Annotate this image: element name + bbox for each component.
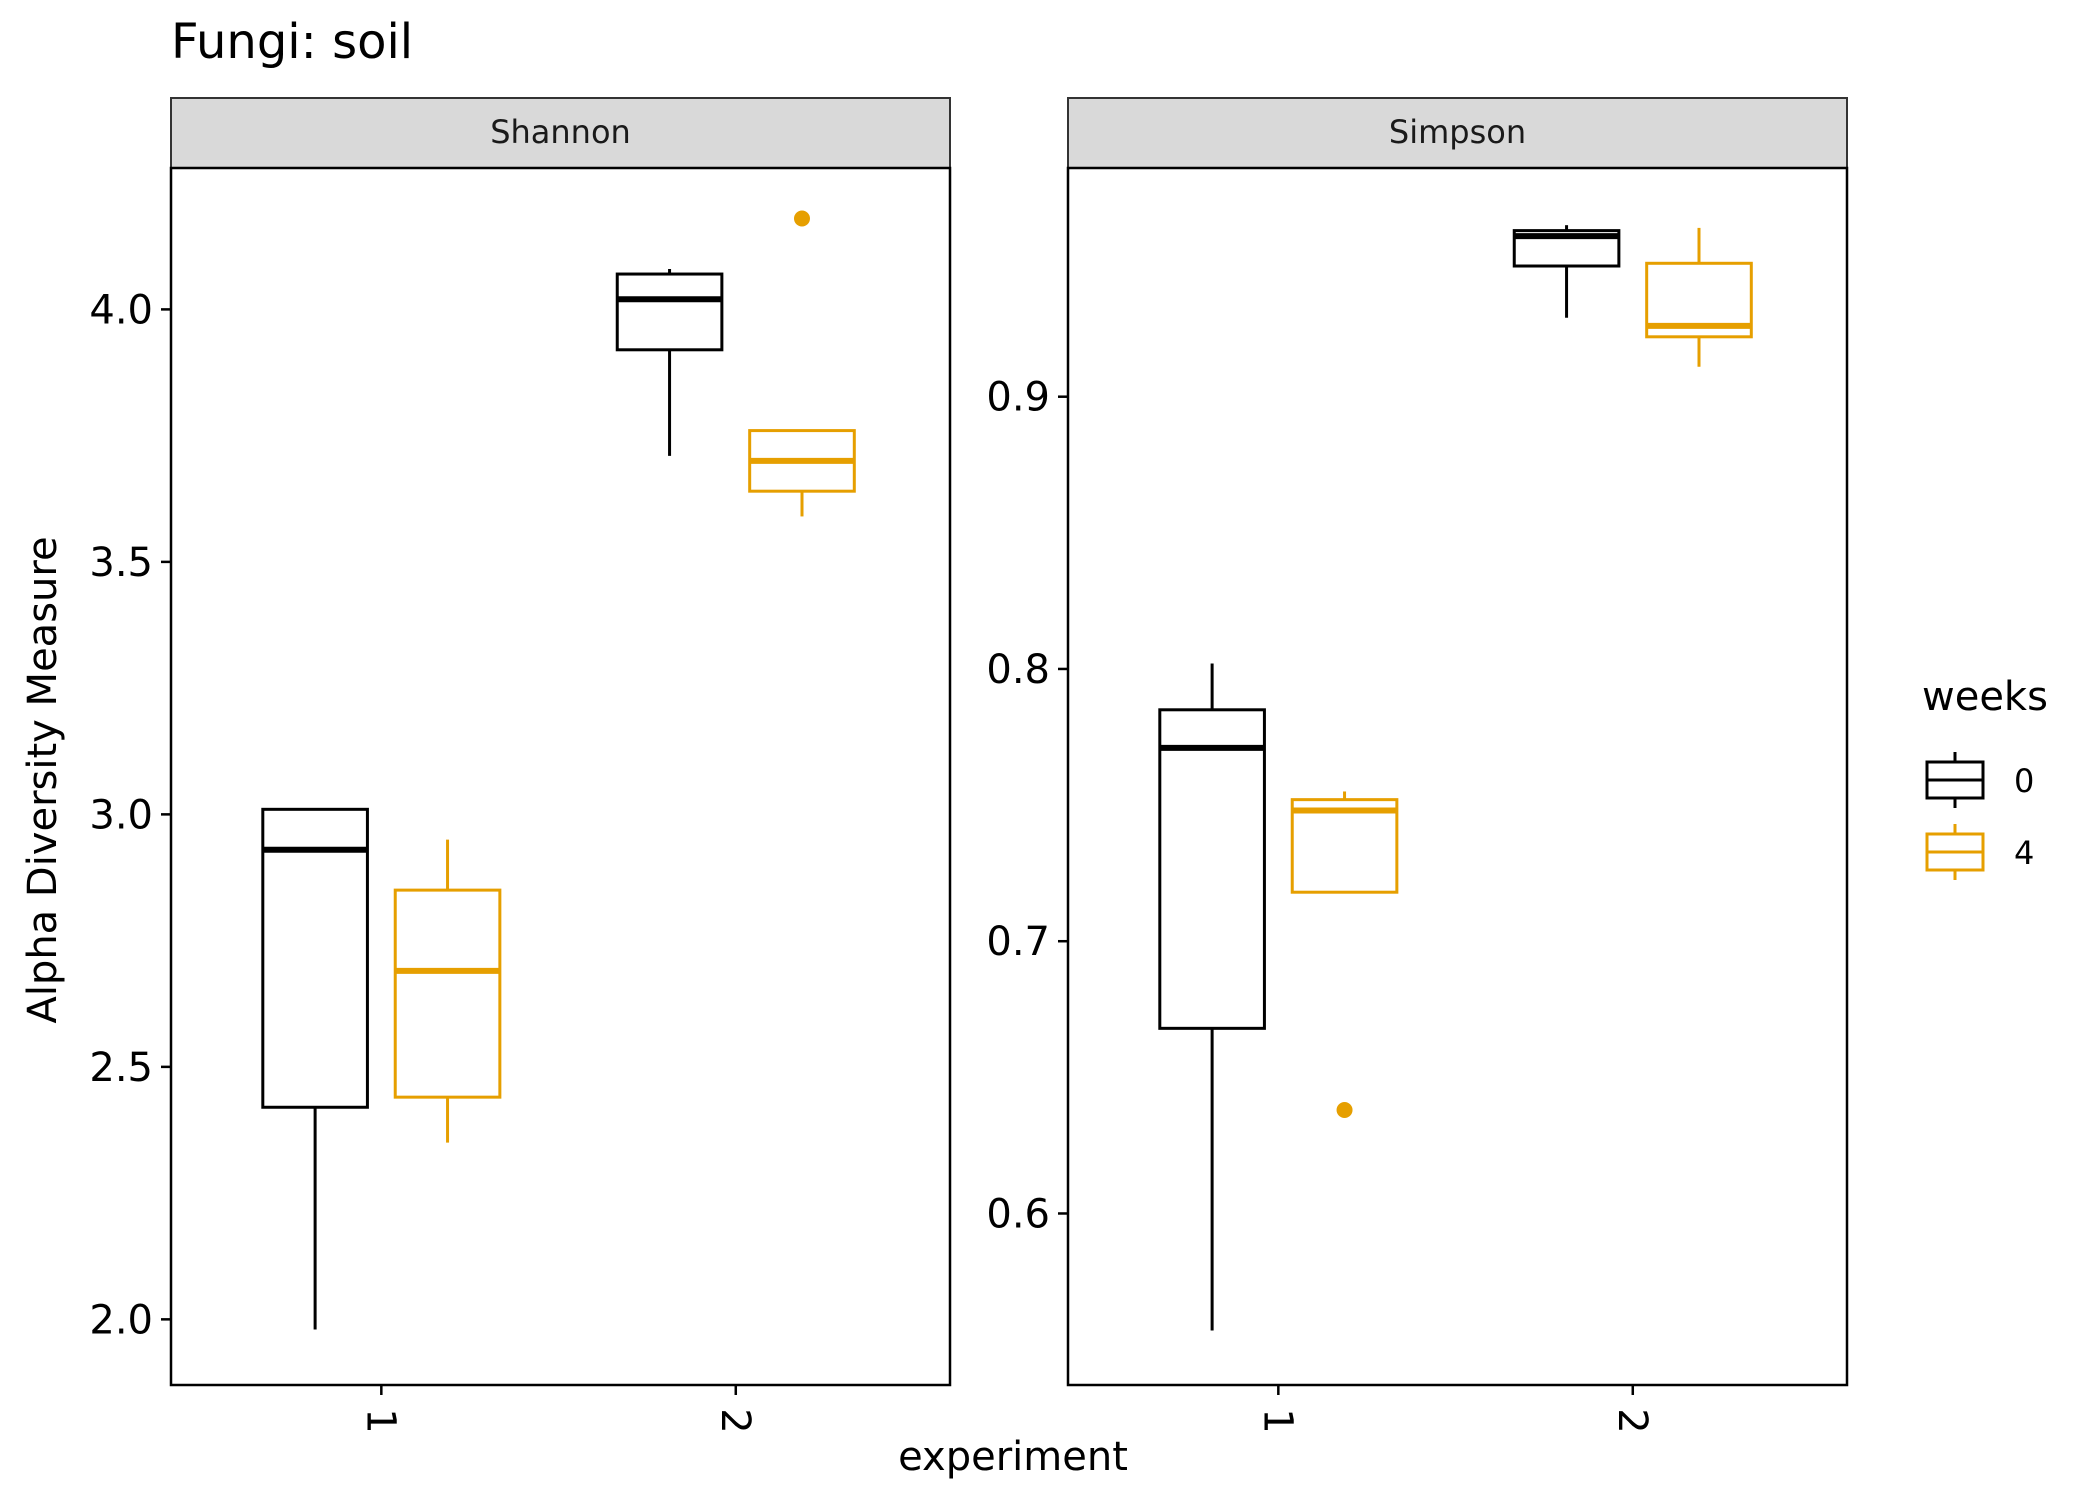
- boxplot-exp1-weeks0: [261, 807, 369, 1330]
- legend-entry-label: 4: [2014, 834, 2034, 872]
- facets-layer: Shannon 2.0 2.5 3.0 3.5 4.0 1 2 Simpson 0.6 0.7 0.8…: [89, 97, 1849, 1434]
- y-axis-label: Alpha Diversity Measure: [20, 536, 66, 1023]
- box-iqr: [261, 807, 369, 1109]
- boxplot-exp2-weeks0: [615, 268, 724, 456]
- facet-strip-label: Simpson: [1389, 113, 1526, 151]
- y-tick-label: 3.5: [89, 540, 153, 586]
- x-tick-label: 2: [712, 1408, 758, 1433]
- y-tick-label: 0.6: [986, 1191, 1050, 1237]
- y-tick-label: 0.9: [986, 375, 1050, 421]
- x-tick-label: 1: [1254, 1408, 1300, 1433]
- x-axis-label: experiment: [898, 1434, 1128, 1480]
- legend-entry-weeks-0: 0: [1925, 752, 2034, 808]
- x-tick-label: 2: [1609, 1408, 1655, 1433]
- outlier-point: [793, 210, 810, 227]
- facet-panel-simpson: Simpson 0.6 0.7 0.8 0.9 1 2: [986, 97, 1849, 1434]
- legend-title: weeks: [1922, 674, 2048, 720]
- facet-strip: [170, 97, 951, 169]
- box-iqr: [615, 272, 724, 352]
- facet-strip-label: Shannon: [490, 113, 631, 151]
- y-tick-label: 2.0: [89, 1297, 153, 1343]
- facet-panel-shannon: Shannon 2.0 2.5 3.0 3.5 4.0 1 2: [89, 97, 952, 1434]
- boxplot-exp1-weeks4: [393, 839, 502, 1143]
- panel-border: [1066, 166, 1849, 1387]
- y-tick-label: 4.0: [89, 287, 153, 333]
- boxplot-exp2-weeks4: [1645, 227, 1753, 367]
- legend-entry-weeks-4: 4: [1925, 824, 2034, 880]
- panel-border: [169, 166, 952, 1387]
- y-tick-label: 2.5: [89, 1045, 153, 1091]
- y-tick-label: 0.8: [986, 647, 1050, 693]
- boxplot-exp1-weeks0: [1158, 663, 1266, 1331]
- legend: weeks 0 4: [1922, 674, 2048, 880]
- boxplot-exp2-weeks4: [748, 210, 856, 517]
- boxplot-exp2-weeks0: [1512, 225, 1621, 318]
- outlier-point: [1336, 1102, 1353, 1119]
- legend-entry-label: 0: [2014, 762, 2034, 800]
- box-iqr: [1158, 708, 1266, 1030]
- y-tick-label: 0.7: [986, 919, 1050, 965]
- x-tick-label: 1: [357, 1408, 403, 1433]
- box-iqr: [393, 888, 502, 1099]
- y-tick-label: 3.0: [89, 792, 153, 838]
- facet-strip: [1067, 97, 1848, 169]
- chart-title: Fungi: soil: [171, 14, 413, 70]
- boxplot-exp1-weeks4: [1290, 791, 1399, 1119]
- box-iqr: [1290, 798, 1399, 894]
